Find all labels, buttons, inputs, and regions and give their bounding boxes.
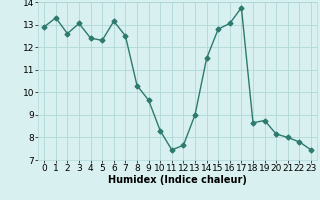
X-axis label: Humidex (Indice chaleur): Humidex (Indice chaleur) — [108, 175, 247, 185]
